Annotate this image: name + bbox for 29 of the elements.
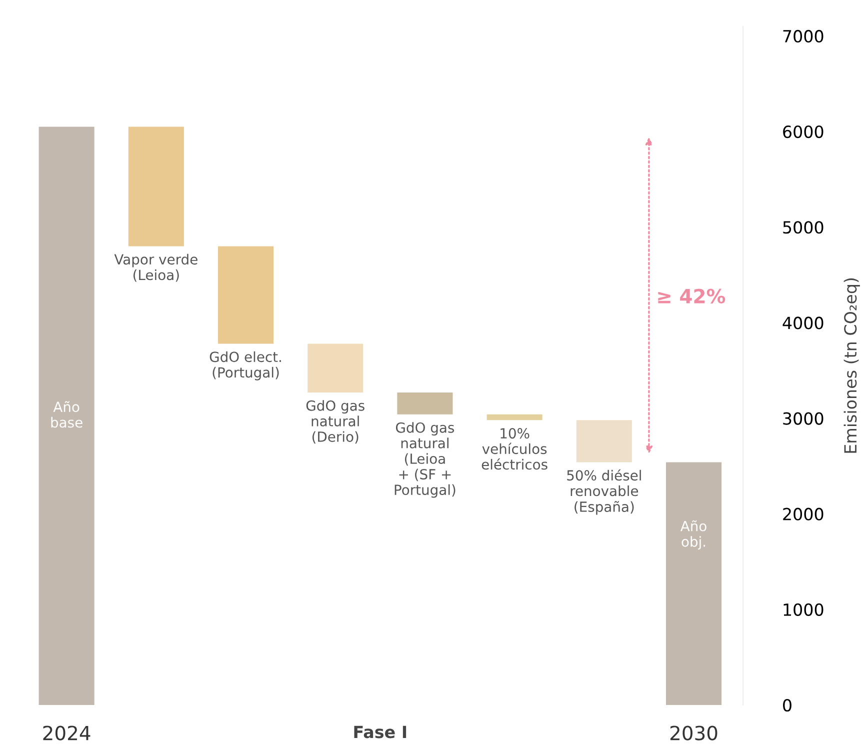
x-tick-label: 10% vehículos eléctricos bbox=[482, 428, 548, 470]
x-tick-label: Año base bbox=[51, 401, 82, 428]
x-tick-label: GdO gas natural (Derio) bbox=[306, 400, 364, 444]
x-tick-label: GdO gas natural (Leioa + (SF + Portugal) bbox=[394, 422, 456, 498]
x-tick-label: Vapor verde (Leioa) bbox=[114, 254, 198, 282]
y-tick-label: 3000 bbox=[783, 412, 824, 425]
text: 2024 bbox=[43, 726, 90, 740]
bar bbox=[666, 462, 722, 705]
text: Fase I bbox=[354, 726, 406, 738]
bar bbox=[308, 344, 364, 392]
bar bbox=[486, 414, 542, 420]
y-tick-label: 6000 bbox=[783, 125, 824, 138]
y-tick-label: 4000 bbox=[782, 316, 824, 330]
y-tick-label: 1000 bbox=[784, 603, 824, 616]
y-tick-label: 0 bbox=[783, 698, 792, 712]
text: 2030 bbox=[670, 726, 718, 740]
x-tick-label: 50% diésel renovable (España) bbox=[567, 469, 641, 515]
annotation: ≥ 42% bbox=[658, 288, 726, 304]
y-tick-label: 5000 bbox=[783, 221, 824, 234]
x-tick-label: Año obj. bbox=[680, 520, 706, 550]
bar bbox=[38, 126, 94, 705]
x-tick-label: GdO elect. (Portugal) bbox=[210, 351, 281, 380]
y-tick-label: 2000 bbox=[783, 508, 824, 520]
bar bbox=[128, 126, 184, 246]
bar bbox=[218, 246, 274, 344]
y-axis-title: Emisiones (tn CO₂eq) bbox=[844, 278, 860, 453]
y-tick-label: 7000 bbox=[783, 30, 824, 43]
bar bbox=[576, 420, 632, 462]
bar bbox=[397, 392, 453, 414]
